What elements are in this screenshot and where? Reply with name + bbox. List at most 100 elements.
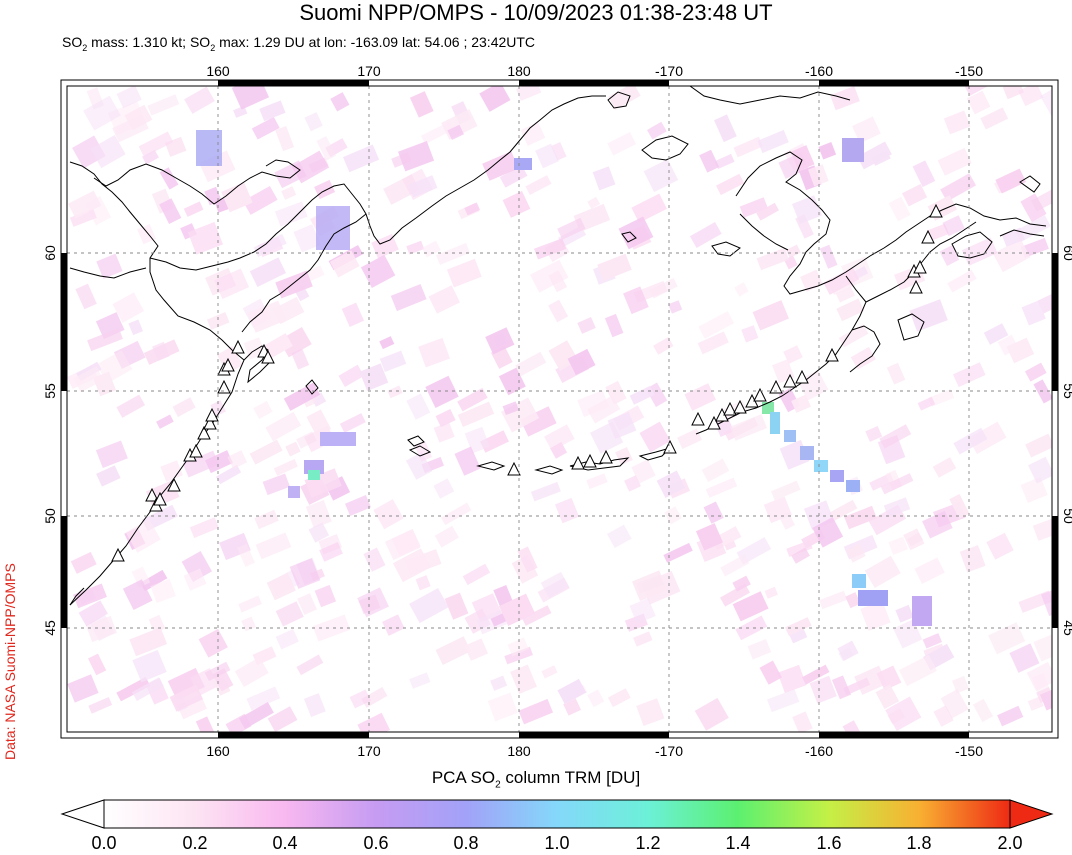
so2-pixel	[838, 647, 854, 662]
colorbar-tick: 1.4	[725, 833, 751, 853]
so2-pixel	[845, 592, 861, 609]
so2-pixel	[293, 224, 321, 253]
so2-pixel	[384, 529, 421, 561]
so2-pixel	[1021, 300, 1046, 326]
so2-pixel	[972, 698, 994, 723]
so2-pixel	[281, 186, 297, 200]
svg-text:-160: -160	[805, 63, 833, 79]
volcano-marker	[795, 369, 809, 384]
so2-pixel	[398, 140, 435, 172]
so2-pixel	[143, 339, 180, 365]
volcano-marker	[205, 407, 219, 422]
so2-pixel	[668, 300, 683, 314]
so2-pixel	[1033, 634, 1052, 662]
so2-pixel	[663, 542, 693, 563]
so2-pixel	[88, 696, 113, 714]
so2-pixel	[142, 149, 159, 165]
svg-text:-170: -170	[655, 743, 683, 759]
so2-pixel	[1020, 476, 1048, 504]
so2-pixel	[607, 688, 631, 708]
so2-pixel	[947, 269, 977, 293]
volcano-marker	[599, 449, 613, 464]
so2-pixel	[233, 105, 248, 118]
so2-pixel	[756, 247, 790, 271]
so2-pixel	[267, 706, 298, 732]
so2-pixel	[116, 394, 146, 418]
so2-pixel	[1028, 456, 1052, 484]
so2-pixel	[341, 302, 365, 327]
svg-text:-150: -150	[955, 63, 983, 79]
so2-pixel	[555, 497, 580, 524]
so2-pixel	[297, 593, 317, 615]
so2-pixel	[521, 605, 552, 626]
so2-pixel	[444, 592, 469, 620]
svg-text:45: 45	[42, 620, 58, 636]
so2-pixel	[548, 299, 569, 323]
so2-pixel	[238, 595, 262, 613]
so2-pixel	[90, 135, 126, 169]
so2-pixel	[741, 325, 759, 343]
colorbar-tick: 1.2	[635, 833, 661, 853]
so2-pixel	[359, 363, 389, 392]
so2-pixel	[462, 563, 491, 586]
so2-pixel	[903, 528, 925, 551]
so2-pixel	[78, 600, 108, 627]
so2-pixel	[819, 590, 848, 610]
so2-pixel	[1032, 515, 1052, 541]
so2-pixel	[405, 451, 433, 480]
so2-pixel	[379, 350, 407, 372]
so2-pixel	[636, 698, 665, 726]
so2-pixel	[986, 532, 1014, 560]
so2-pixel	[1015, 215, 1051, 243]
so2-pixel	[502, 401, 519, 416]
so2-pixel	[249, 257, 287, 287]
so2-pixel	[387, 385, 403, 399]
so2-pixel	[684, 383, 716, 411]
so2-pixel	[241, 616, 256, 632]
so2-pixel	[783, 345, 803, 364]
so2-pixel	[479, 86, 511, 112]
so2-pixel	[577, 390, 610, 418]
volcano-marker	[231, 339, 245, 354]
so2-pixel	[339, 413, 366, 433]
so2-pixel	[831, 675, 852, 700]
so2-pixel	[434, 525, 459, 548]
so2-pixel	[809, 675, 837, 704]
so2-pixel	[116, 86, 142, 109]
so2-pixel	[767, 689, 800, 713]
so2-pixel	[338, 364, 365, 387]
so2-pixel	[259, 100, 286, 122]
so2-pixel	[876, 665, 902, 691]
so2-summary: SO2 mass: 1.310 kt; SO2 max: 1.29 DU at …	[62, 34, 536, 53]
so2-pixel	[980, 107, 1009, 130]
lon-labels-top: 160 170 180 -170 -160 -150	[206, 63, 983, 79]
so2-pixel	[214, 268, 250, 300]
so2-pixel	[247, 300, 287, 333]
coastlines	[69, 86, 1047, 606]
so2-pixel	[205, 450, 234, 474]
so2-pixel	[759, 660, 783, 685]
so2-pixel	[608, 86, 641, 110]
so2-pixel	[949, 493, 970, 519]
lon-labels-bottom: 160 170 180 -170 -160 -150	[206, 743, 983, 759]
so2-pixel	[275, 270, 313, 299]
so2-pixel	[169, 684, 204, 712]
so2-pixel	[83, 95, 121, 131]
so2-pixel	[1009, 643, 1040, 673]
so2-pixel	[729, 414, 768, 441]
so2-pixel	[567, 348, 596, 376]
svg-text:180: 180	[507, 743, 531, 759]
so2-pixel	[264, 333, 293, 359]
so2-pixel	[409, 91, 434, 118]
so2-pixel	[699, 149, 720, 173]
so2-pixel	[511, 554, 539, 584]
so2-pixel	[844, 505, 877, 530]
so2-pixel	[639, 421, 671, 453]
so2-pixel	[85, 615, 117, 643]
so2-pixel	[373, 499, 404, 530]
volcano-marker	[571, 455, 585, 470]
so2-pixel	[227, 450, 248, 469]
so2-pixel	[349, 689, 371, 709]
so2-pixel	[1018, 86, 1044, 107]
